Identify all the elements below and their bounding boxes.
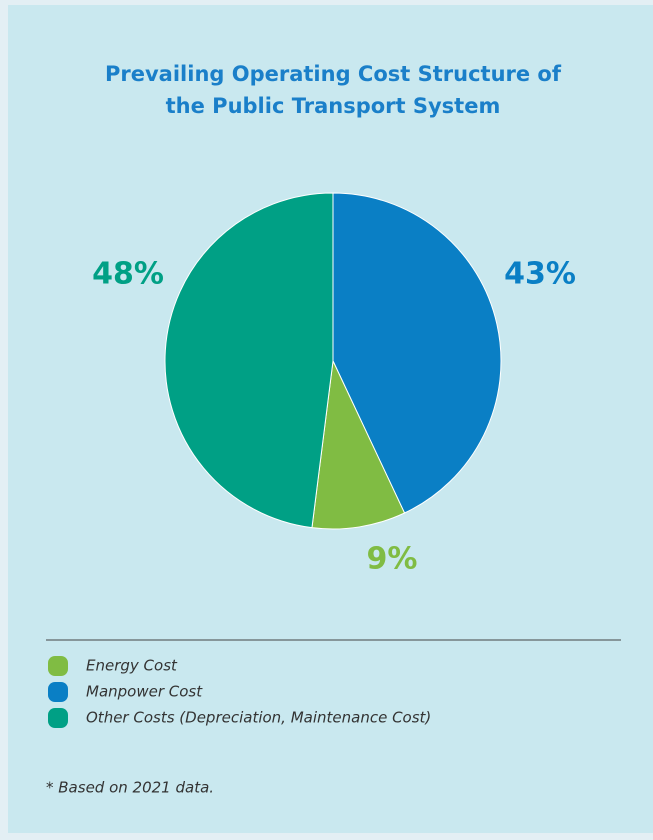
value-label: 9% bbox=[367, 542, 418, 577]
legend-swatch bbox=[48, 682, 68, 702]
legend-label: Energy Cost bbox=[86, 657, 178, 675]
legend-swatch bbox=[48, 708, 68, 728]
legend-swatch bbox=[48, 656, 68, 676]
chart-title: Prevailing Operating Cost Structure of bbox=[105, 62, 562, 86]
legend-label: Manpower Cost bbox=[86, 683, 203, 701]
value-label: 43% bbox=[504, 257, 576, 292]
pie-slice bbox=[311, 359, 406, 530]
footnote: * Based on 2021 data. bbox=[46, 779, 214, 797]
chart-title: the Public Transport System bbox=[166, 94, 501, 118]
pie-slice bbox=[164, 192, 334, 529]
legend-label: Other Costs (Depreciation, Maintenance C… bbox=[86, 709, 431, 727]
pie-slice bbox=[332, 192, 502, 514]
value-label: 48% bbox=[92, 257, 164, 292]
